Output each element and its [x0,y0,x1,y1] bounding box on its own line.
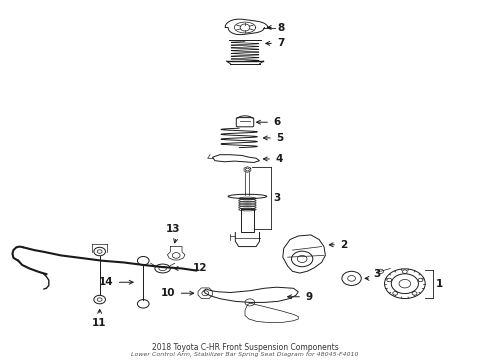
Text: 5: 5 [276,133,284,143]
Text: 2: 2 [340,240,347,250]
Text: 7: 7 [277,39,285,48]
Text: 14: 14 [98,277,113,287]
Text: 2018 Toyota C-HR Front Suspension Components: 2018 Toyota C-HR Front Suspension Compon… [151,343,339,352]
Text: 3: 3 [273,193,281,203]
Text: 9: 9 [305,292,312,302]
Text: 1: 1 [436,279,443,289]
Text: 13: 13 [166,224,180,234]
Text: Lower Control Arm, Stabilizer Bar Spring Seat Diagram for 48045-F4010: Lower Control Arm, Stabilizer Bar Spring… [131,352,359,357]
Text: 6: 6 [273,117,281,127]
Text: 8: 8 [277,23,285,32]
Text: 10: 10 [161,288,175,298]
Text: 3: 3 [373,269,381,279]
Bar [241,210,254,233]
Text: 4: 4 [275,154,283,164]
Text: 11: 11 [92,318,106,328]
Text: 12: 12 [193,264,207,274]
